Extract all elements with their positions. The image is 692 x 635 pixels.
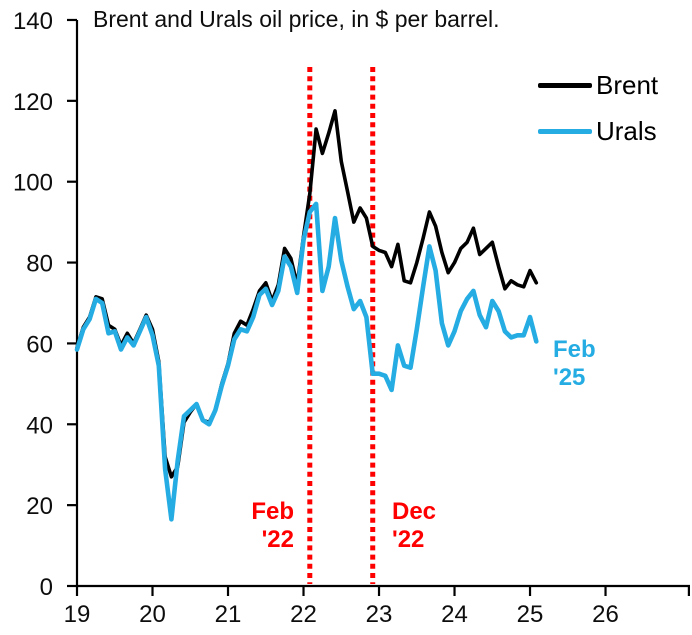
brent-line (75, 109, 539, 479)
annotation-feb-2022-line2: '22 (261, 526, 294, 553)
annotation-feb-2022: Feb '22 (246, 498, 294, 554)
annotation-feb-2022-line1: Feb (251, 498, 294, 525)
x-tick-label: 26 (592, 601, 619, 628)
legend-label-urals: Urals (596, 115, 657, 146)
y-tick-label: 80 (26, 251, 53, 278)
y-tick-label: 40 (26, 412, 53, 439)
y-tick-label: 140 (13, 8, 53, 35)
y-tick-label: 100 (13, 170, 53, 197)
x-tick-label: 19 (64, 601, 91, 628)
y-tick-label: 60 (26, 331, 53, 358)
annotation-dec-2022: Dec '22 (392, 498, 436, 554)
annotation-feb-2025-line2: '25 (553, 364, 586, 391)
x-tick-label: 23 (366, 601, 393, 628)
annotation-dec-2022-line1: Dec (392, 498, 437, 525)
chart-title: Brent and Urals oil price, in $ per barr… (93, 6, 500, 32)
y-tick-label: 120 (13, 89, 53, 116)
x-tick-label: 20 (139, 601, 166, 628)
legend-label-brent: Brent (596, 69, 659, 100)
y-tick-label: 0 (40, 574, 53, 601)
y-tick-label: 20 (26, 493, 53, 520)
legend-item-urals: Urals (538, 108, 658, 154)
legend-item-brent: Brent (538, 62, 658, 108)
x-tick-label: 24 (441, 601, 468, 628)
annotation-dec-2022-line2: '22 (392, 526, 425, 553)
x-tick-label: 21 (215, 601, 242, 628)
x-tick-label: 25 (517, 601, 544, 628)
brent-line-swatch (538, 82, 592, 88)
annotation-feb-2025-line1: Feb (553, 336, 596, 363)
legend: Brent Urals (538, 62, 658, 154)
urals-line (74, 201, 539, 522)
annotation-feb-2025: Feb '25 (553, 336, 596, 392)
urals-line-swatch (538, 128, 592, 134)
x-tick-label: 22 (290, 601, 317, 628)
